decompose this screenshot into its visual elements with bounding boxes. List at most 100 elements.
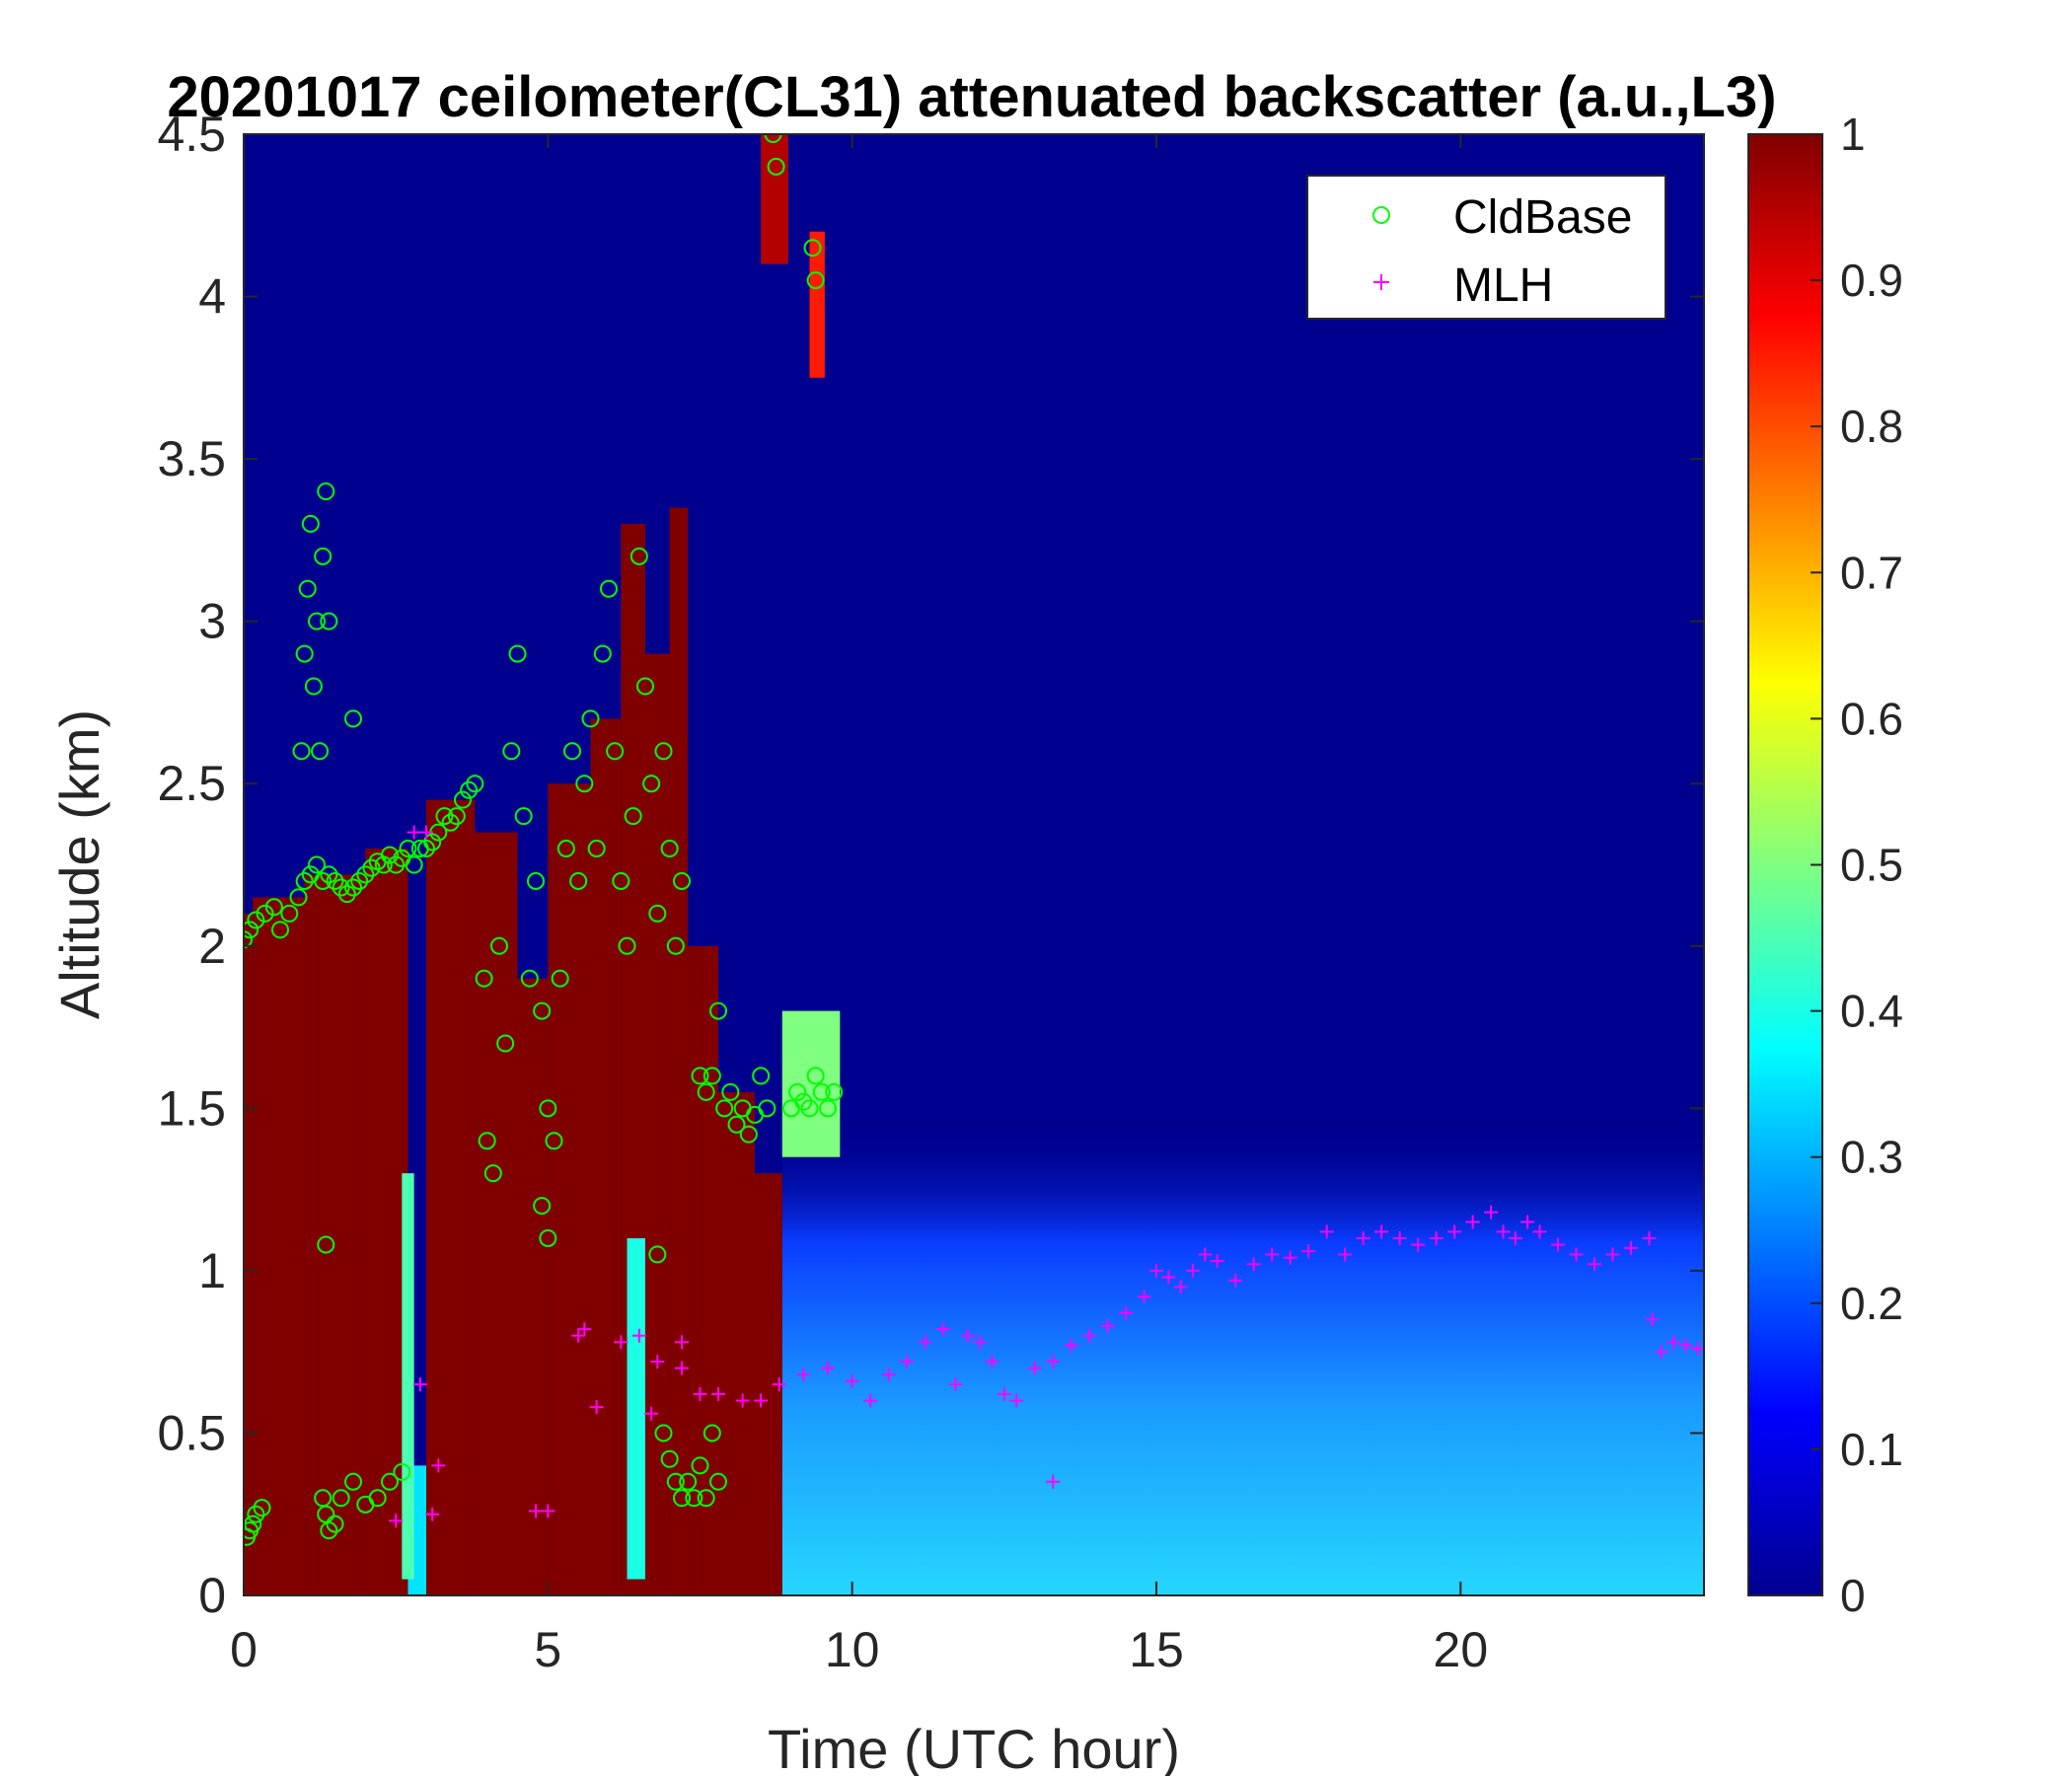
colorbar-ticks: 0 0.1 0.2 0.3 0.4 0.5 0.6 0.7 0.8 0.9 1 xyxy=(1811,109,1903,1621)
colorbar-tick-label: 0.1 xyxy=(1840,1424,1903,1475)
mlh-point xyxy=(431,1458,446,1473)
cldbase-point xyxy=(308,855,326,874)
cldbase-point xyxy=(551,969,569,988)
mlh-point xyxy=(1283,1250,1297,1265)
y-tick-label: 3.5 xyxy=(157,431,226,486)
y-tick-label: 4.5 xyxy=(157,107,226,162)
cldbase-point xyxy=(478,1132,496,1150)
mlh-point xyxy=(1569,1247,1584,1262)
cldbase-point xyxy=(575,775,594,793)
mlh-point xyxy=(1624,1240,1638,1255)
cldbase-point xyxy=(483,1164,502,1183)
mlh-point xyxy=(985,1355,999,1369)
mlh-point xyxy=(918,1335,932,1350)
mlh-point xyxy=(1551,1237,1565,1252)
cldbase-point xyxy=(344,709,362,728)
cldbase-point xyxy=(581,709,600,728)
y-tick-label: 2.5 xyxy=(157,756,226,811)
cldbase-point xyxy=(320,612,338,630)
cldbase-point xyxy=(600,579,618,598)
colorbar-tick-label: 0.6 xyxy=(1840,693,1903,744)
cldbase-point xyxy=(752,1067,771,1085)
cldbase-point xyxy=(812,1082,831,1101)
cldbase-point xyxy=(244,921,259,939)
cldbase-point xyxy=(271,921,289,939)
cldbase-point xyxy=(624,807,642,826)
cldbase-point xyxy=(405,855,423,874)
cldbase-point xyxy=(806,1067,825,1085)
cldbase-point xyxy=(764,134,782,143)
cldbase-point xyxy=(387,855,406,874)
mlh-point xyxy=(1392,1230,1407,1245)
plot-frame xyxy=(243,133,1705,1596)
mlh-point xyxy=(1588,1257,1601,1272)
cldbase-point xyxy=(350,871,369,890)
legend-box xyxy=(1306,175,1666,320)
mlh-point xyxy=(1100,1318,1115,1333)
cldbase-point xyxy=(648,1245,667,1264)
colorbar-tick-label: 0.2 xyxy=(1840,1278,1903,1329)
y-axis-label: Altitude (km) xyxy=(48,709,111,1019)
mlh-point xyxy=(754,1393,769,1408)
cldbase-point xyxy=(460,780,479,799)
cldbase-point xyxy=(317,1235,335,1254)
cldbase-point xyxy=(502,742,521,761)
mlh-point xyxy=(1046,1474,1061,1489)
x-tick-label: 0 xyxy=(230,1622,258,1677)
cldbase-point xyxy=(253,1499,271,1517)
cldbase-point xyxy=(642,775,661,793)
cldbase-point xyxy=(666,936,685,955)
mlh-point xyxy=(863,1393,878,1408)
heatmap-cell xyxy=(244,913,254,1595)
cldbase-point xyxy=(679,1472,698,1491)
cldbase-point xyxy=(563,742,581,761)
mlh-point xyxy=(1645,1312,1660,1327)
cldbase-point xyxy=(362,858,381,877)
cldbase-point xyxy=(691,1067,709,1085)
cldbase-point xyxy=(803,239,822,258)
mlh-point xyxy=(614,1335,629,1350)
mlh-point xyxy=(1319,1224,1334,1239)
x-tick-label: 15 xyxy=(1129,1622,1184,1677)
cldbase-point xyxy=(314,871,333,890)
cldbase-point xyxy=(417,840,435,858)
cldbase-point xyxy=(520,969,539,988)
cldbase-point xyxy=(618,936,636,955)
cldbase-point xyxy=(320,1521,338,1540)
cldbase-point xyxy=(806,271,825,290)
cldbase-point xyxy=(794,1092,813,1111)
colorbar-tick-label: 0.5 xyxy=(1840,840,1903,891)
chart-title: 20201017 ceilometer(CL31) attenuated bac… xyxy=(167,65,1776,129)
mlh-point xyxy=(1411,1237,1426,1252)
mlh-point xyxy=(1265,1247,1280,1262)
cldbase-point xyxy=(496,1034,515,1053)
cldbase-point xyxy=(393,1462,411,1481)
mlh-point xyxy=(936,1322,951,1337)
y-tick-label: 1 xyxy=(198,1243,226,1298)
heatmap-cell xyxy=(304,874,366,1595)
cldbase-point xyxy=(244,1515,262,1533)
cldbase-point xyxy=(556,840,575,858)
mlh-point xyxy=(644,1406,659,1421)
mlh-point xyxy=(1137,1290,1151,1304)
mlh-point xyxy=(693,1386,707,1401)
cldbase-point xyxy=(703,1067,721,1085)
mlh-point xyxy=(1246,1257,1261,1272)
series-mlh xyxy=(389,825,1704,1528)
heatmap-cell xyxy=(669,507,689,1595)
cldbase-point xyxy=(490,936,508,955)
cldbase-point xyxy=(685,1489,703,1508)
cldbase-point xyxy=(508,644,527,663)
cldbase-point xyxy=(435,807,454,826)
mlh-point xyxy=(1642,1230,1657,1245)
mlh-point xyxy=(1064,1338,1078,1353)
cldbase-point xyxy=(569,871,588,890)
cldbase-point xyxy=(758,1099,777,1118)
mlh-point xyxy=(1161,1270,1176,1285)
mlh-point xyxy=(1082,1328,1097,1343)
mlh-point xyxy=(821,1361,835,1375)
mlh-point xyxy=(425,1507,440,1521)
series-cldbase xyxy=(244,134,844,1546)
mlh-point xyxy=(412,1377,427,1392)
heatmap-cell xyxy=(627,1237,645,1580)
